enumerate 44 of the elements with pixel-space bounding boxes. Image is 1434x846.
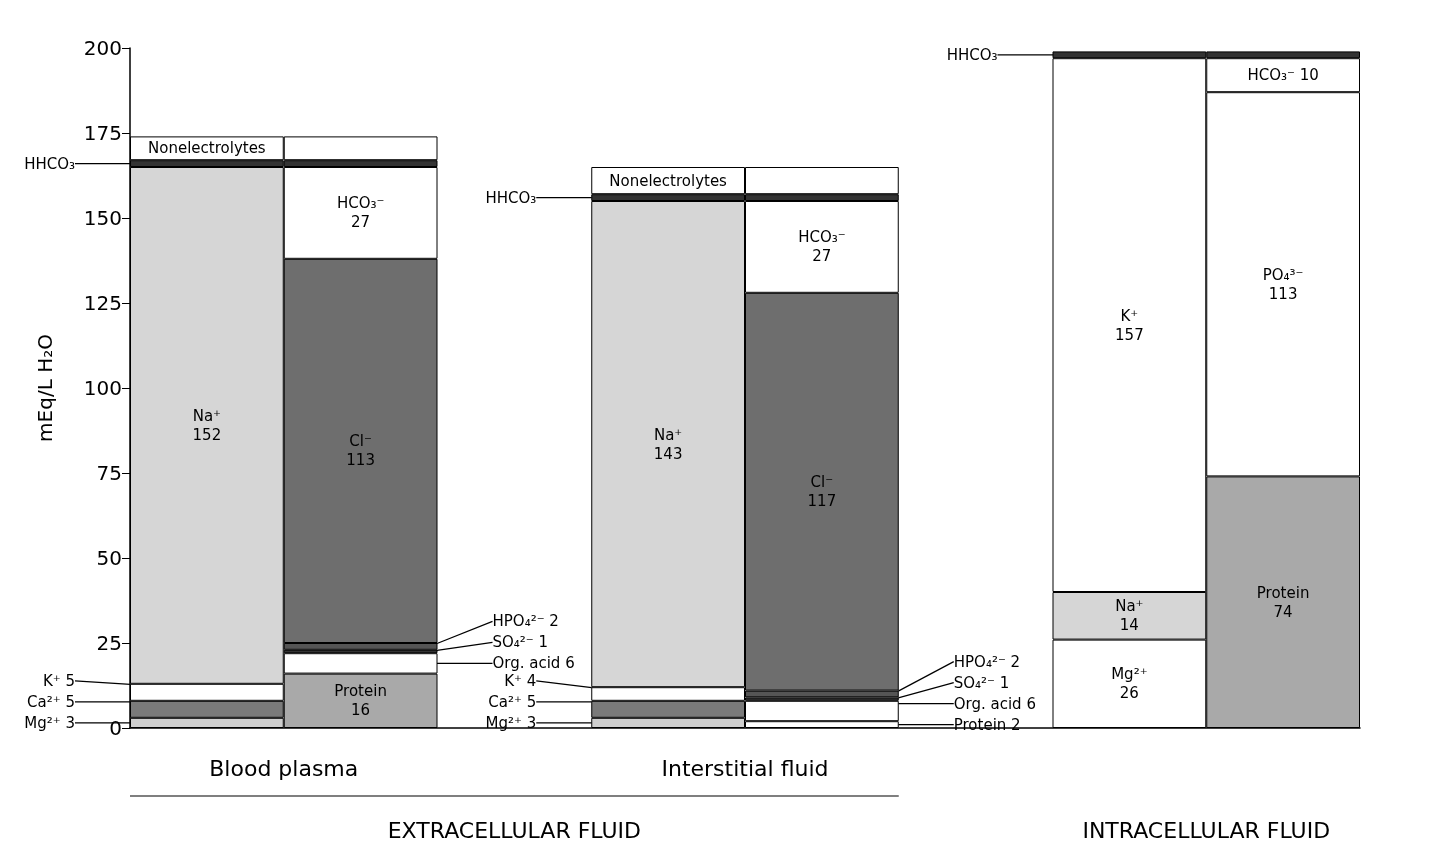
data-label: K⁺ 157 (1115, 306, 1144, 344)
y-axis-title: mEq/L H₂O (33, 334, 57, 442)
data-label: Protein 74 (1256, 583, 1310, 621)
data-label: Mg²⁺ 3 (485, 713, 537, 732)
data-label: K⁺ 4 (504, 671, 537, 690)
data-label: HCO₃⁻ 27 (336, 194, 385, 232)
y-tick-label: 0 (109, 716, 122, 740)
data-label: Na⁺ 152 (192, 406, 222, 444)
y-tick-label: 75 (96, 461, 122, 485)
data-label: Mg²⁺ 3 (24, 713, 75, 732)
y-tick-label: 200 (83, 36, 122, 60)
data-label: Ca²⁺ 5 (488, 692, 537, 711)
data-label: HHCO₃ (485, 188, 537, 207)
data-label: SO₄²⁻ 1 (953, 673, 1010, 692)
data-label: Mg²⁺ 26 (1111, 665, 1148, 703)
data-label: HCO₃⁻ 27 (798, 228, 846, 266)
data-label: Org. acid 6 (492, 654, 575, 673)
text: EXTRACELLULAR FLUID (387, 817, 642, 843)
data-label: HHCO₃ (946, 45, 998, 64)
data-label: Cl⁻ 113 (346, 432, 375, 470)
data-label: Ca²⁺ 5 (27, 692, 75, 711)
y-tick-label: 175 (83, 121, 122, 145)
text: Blood plasma (209, 755, 359, 781)
data-label: PO₄³⁻ 113 (1262, 265, 1304, 303)
data-label: Protein 16 (334, 682, 387, 720)
data-label: Na⁺ 14 (1115, 597, 1144, 635)
y-tick-label: 100 (83, 376, 122, 400)
data-label: Na⁺ 143 (653, 425, 683, 463)
y-tick-label: 50 (96, 546, 122, 570)
y-tick-label: 150 (83, 206, 122, 230)
data-label: Org. acid 6 (953, 694, 1036, 713)
data-label: HPO₄²⁻ 2 (492, 612, 559, 631)
data-label: Nonelectrolytes (148, 139, 266, 158)
data-label: HPO₄²⁻ 2 (953, 652, 1021, 671)
data-label: K⁺ 5 (42, 671, 75, 690)
data-label: HHCO₃ (24, 154, 75, 173)
y-tick-label: 125 (83, 291, 122, 315)
data-label: HCO₃⁻ 10 (1247, 66, 1319, 85)
y-tick-label: 25 (96, 631, 122, 655)
data-label: Nonelectrolytes (609, 171, 728, 190)
text: INTRACELLULAR FLUID (1082, 817, 1331, 843)
text: Interstitial fluid (661, 755, 829, 781)
data-label: Cl⁻ 117 (807, 473, 837, 511)
data-label: SO₄²⁻ 1 (492, 633, 549, 652)
